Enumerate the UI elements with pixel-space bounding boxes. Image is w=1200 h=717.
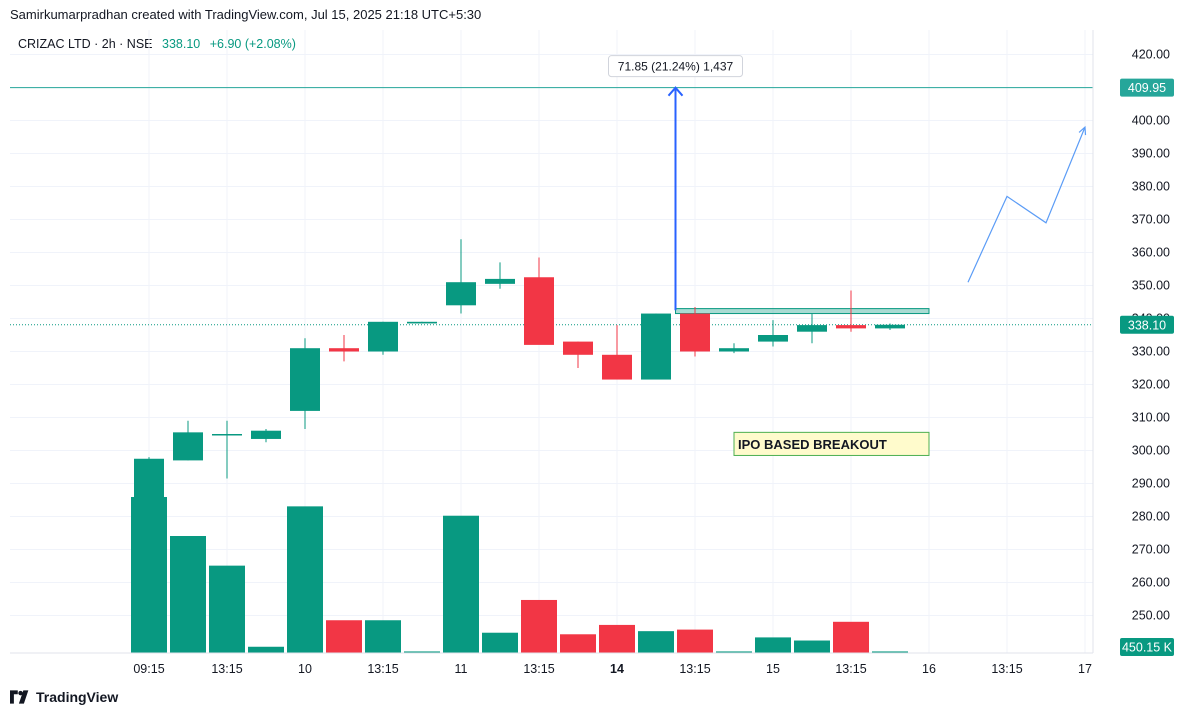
volume-bar [404, 651, 440, 653]
creator-credit: Samirkumarpradhan created with TradingVi… [10, 7, 482, 22]
time-tick-label: 13:15 [523, 662, 554, 676]
projection-path [967, 126, 1086, 283]
volume-bar [170, 536, 206, 653]
target-price-tag: 409.95 [1128, 81, 1166, 95]
volume-bar [794, 640, 830, 653]
candle-body [212, 434, 242, 436]
time-tick-label: 14 [610, 662, 624, 676]
price-tick-label: 270.00 [1132, 543, 1170, 557]
price-tick-label: 280.00 [1132, 510, 1170, 524]
candle-body [407, 321, 437, 324]
price-tick-label: 360.00 [1132, 246, 1170, 260]
volume-bar [131, 497, 167, 653]
price-tick-label: 260.00 [1132, 576, 1170, 590]
time-tick-label: 15 [766, 662, 780, 676]
last-price: 338.10 [162, 37, 201, 51]
candle-body [446, 282, 476, 306]
time-tick-label: 13:15 [991, 662, 1022, 676]
candle-body [134, 458, 164, 500]
candle-body [290, 348, 320, 411]
volume-bar [248, 646, 284, 653]
price-tick-label: 320.00 [1132, 378, 1170, 392]
volume-bar [677, 629, 713, 653]
time-axis: 09:15 13:15 10 13:15 11 13:15 14 13:15 15 13:15 16… [10, 652, 1093, 676]
volume-bar [443, 515, 479, 653]
candle-body [602, 354, 632, 380]
time-tick-label: 13:15 [835, 662, 866, 676]
volume-tag: 450.15 K [1122, 641, 1173, 655]
time-tick-label: 10 [298, 662, 312, 676]
price-tick-label: 300.00 [1132, 444, 1170, 458]
price-tick-label: 380.00 [1132, 180, 1170, 194]
time-tick-label: 13:15 [367, 662, 398, 676]
volume-bar [872, 651, 908, 653]
time-tick-label: 09:15 [133, 662, 164, 676]
time-tick-label: 13:15 [679, 662, 710, 676]
volume-bar [209, 565, 245, 653]
candle-body [797, 325, 827, 332]
symbol-name: CRIZAC LTD · 2h · NSE [18, 37, 153, 51]
candle-body [563, 341, 593, 355]
projection-arrow-head [1078, 125, 1087, 136]
price-tick-label: 250.00 [1132, 609, 1170, 623]
drawing-overlays [10, 87, 1093, 326]
brand-name: TradingView [36, 689, 119, 705]
price-tick-label: 370.00 [1132, 213, 1170, 227]
candle-body [524, 277, 554, 345]
volume-bar [599, 624, 635, 653]
symbol-legend[interactable]: CRIZAC LTD · 2h · NSE 338.10 +6.90 (+2.0… [18, 37, 296, 51]
measure-label-box [608, 55, 743, 78]
breakout-zone [675, 308, 930, 315]
price-tick-label: 290.00 [1132, 477, 1170, 491]
volume-bar [287, 506, 323, 653]
volume-bar [521, 599, 557, 653]
candles [134, 239, 905, 500]
tradingview-logo-icon [10, 690, 29, 704]
price-tick-label: 350.00 [1132, 279, 1170, 293]
price-axis: 250.00 260.00 270.00 280.00 290.00 300.00 310.… [1092, 30, 1174, 656]
annotation-text: IPO BASED BREAKOUT [738, 437, 887, 452]
candle-body [836, 325, 866, 329]
volume-bar [365, 620, 401, 653]
footer-branding: TradingView [10, 689, 118, 705]
price-tick-label: 310.00 [1132, 411, 1170, 425]
candle-body [251, 430, 281, 439]
volume-bar [833, 621, 869, 653]
candle-body [641, 313, 671, 380]
annotation-box [733, 431, 930, 456]
measure-arrow-head [667, 86, 684, 97]
last-price-tag: 338.10 [1128, 318, 1166, 332]
volume-bars [131, 497, 908, 653]
last-price-tag-box [1120, 315, 1174, 334]
volume-tag-box [1120, 638, 1174, 656]
candle-body [719, 348, 749, 352]
volume-bar [326, 620, 362, 653]
candle-body [758, 335, 788, 342]
time-tick-label: 13:15 [211, 662, 242, 676]
volume-bar [560, 634, 596, 653]
drawings: 71.85 (21.24%) 1,437 IPO BASED BREAKOUT [608, 55, 1087, 456]
price-tick-label: 330.00 [1132, 345, 1170, 359]
target-price-tag-box [1120, 78, 1174, 97]
price-tick-label: 390.00 [1132, 147, 1170, 161]
price-tick-label: 400.00 [1132, 114, 1170, 128]
price-change: +6.90 (+2.08%) [209, 37, 296, 51]
candle-body [485, 278, 515, 284]
volume-bar [755, 637, 791, 653]
candle-body [173, 432, 203, 461]
volume-bar [482, 632, 518, 653]
candle-body [875, 324, 905, 329]
candle-body [329, 348, 359, 352]
price-tick-label: 420.00 [1132, 48, 1170, 62]
measure-label: 71.85 (21.24%) 1,437 [618, 60, 734, 74]
volume-bar [638, 631, 674, 653]
time-tick-label: 17 [1078, 662, 1092, 676]
time-tick-label: 11 [455, 662, 468, 676]
volume-bar [716, 651, 752, 653]
time-tick-label: 16 [922, 662, 936, 676]
candle-body [680, 313, 710, 352]
candle-body [368, 321, 398, 352]
